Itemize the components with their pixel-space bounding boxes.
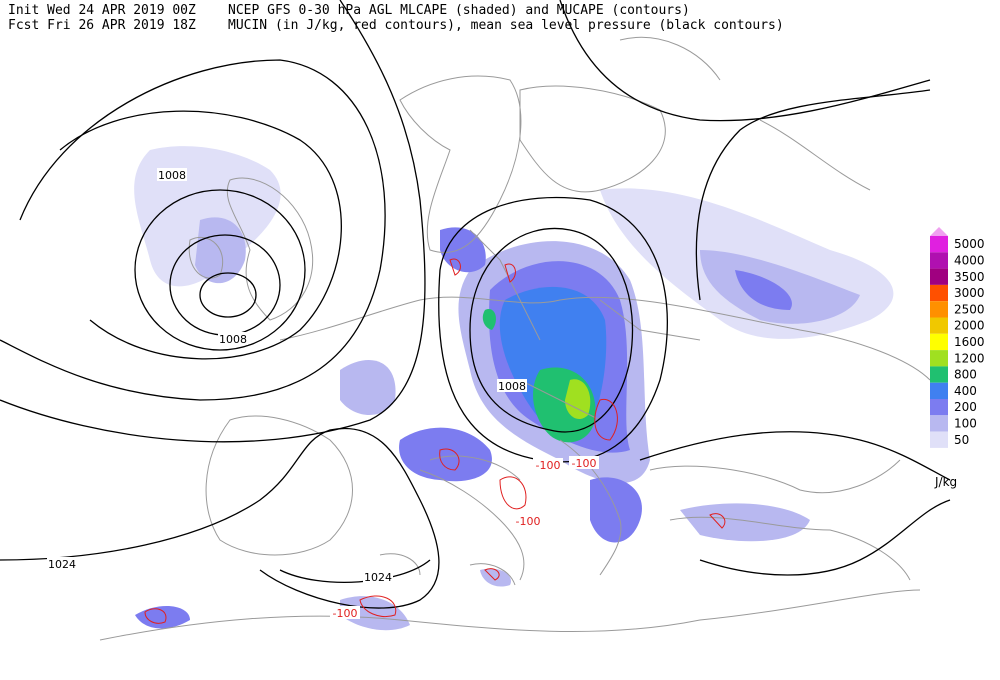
legend-label: 400 [954,384,977,398]
legend-swatch [930,284,948,302]
pressure-label: 1008 [158,169,186,182]
legend-label: 2500 [954,302,985,316]
label-backdrop [513,514,543,527]
mucin-label: -100 [333,607,358,620]
isobars [0,0,951,609]
legend-label: 50 [954,433,969,447]
title-line: MUCIN (in J/kg, red contours), mean sea … [228,18,784,33]
label-backdrop [330,606,360,619]
mucin-label: -100 [516,515,541,528]
legend-unit: J/kg [934,475,957,489]
legend-swatch [930,236,948,253]
label-backdrop [218,332,248,345]
mucin-label: -100 [536,459,561,472]
legend-label: 800 [954,368,977,382]
legend-swatch [930,382,948,399]
legend-label: 3500 [954,270,985,284]
legend-label: 1600 [954,335,985,349]
legend-swatch [930,415,948,432]
legend-label: 2000 [954,319,985,333]
legend-arrow [930,227,948,236]
legend-swatch [930,252,948,269]
coastlines [99,36,931,641]
init-text: Init Wed 24 APR 2019 00Z [8,3,196,18]
legend-swatch [930,268,948,285]
forecast-text: Fcst Fri 26 APR 2019 18Z [8,18,196,33]
legend-label: 100 [954,416,977,430]
legend-swatch [930,317,948,334]
mucin-label: -100 [572,457,597,470]
label-backdrop [497,379,527,392]
label-backdrop [569,456,599,469]
legend-label: 3000 [954,286,985,300]
legend-label: 4000 [954,253,985,267]
title-line: NCEP GFS 0-30 hPa AGL MLCAPE (shaded) an… [228,3,690,18]
label-backdrop [47,557,77,570]
pressure-label: 1008 [498,380,526,393]
label-backdrop [363,570,393,583]
label-backdrop [157,168,187,181]
legend-swatch [930,333,948,351]
legend: 5000 4000 3500 3000 2500 2000 1600 1200 800 400 20… [930,227,985,448]
pressure-label: 1008 [219,333,247,346]
label-backdrop [533,458,563,471]
contour-labels: 1008 1008 1008 1024 1024 -100 -100 -100 -100 [47,168,599,620]
pressure-label: 1024 [364,571,392,584]
legend-swatch [930,301,948,318]
mucin-contours [144,258,726,624]
legend-swatch [930,431,948,448]
pressure-label: 1024 [48,558,76,571]
legend-swatch [930,399,948,416]
legend-swatch [930,366,948,383]
legend-swatch [930,350,948,367]
legend-label: 5000 [954,237,985,251]
legend-label: 200 [954,400,977,414]
legend-label: 1200 [954,351,985,365]
